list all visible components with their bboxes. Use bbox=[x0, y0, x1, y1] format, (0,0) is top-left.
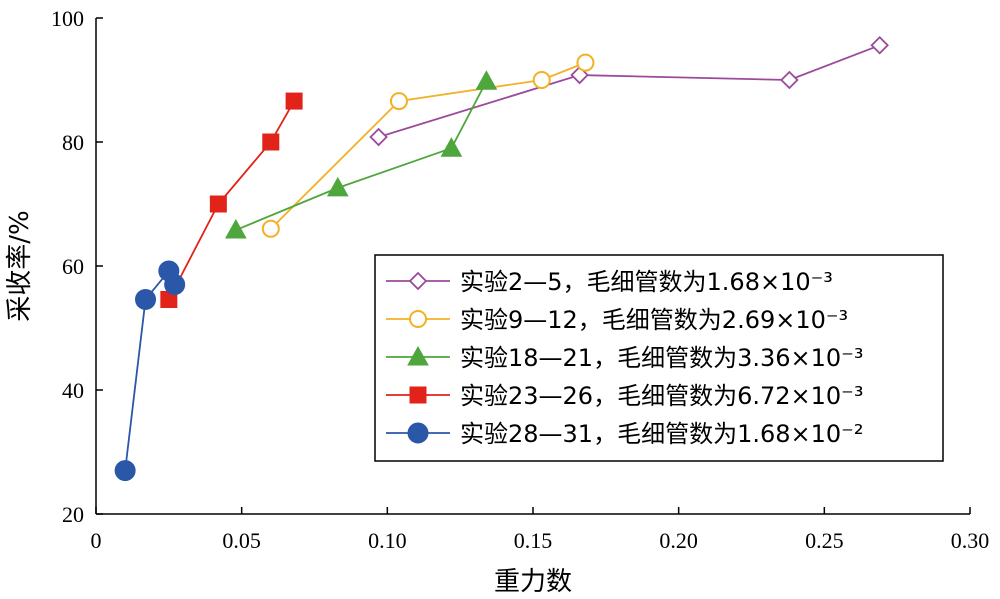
data-point bbox=[224, 219, 247, 239]
legend-marker bbox=[409, 386, 427, 404]
data-point bbox=[285, 92, 303, 110]
data-point bbox=[870, 36, 889, 55]
legend-label: 实验28—31，毛细管数为1.68×10⁻² bbox=[460, 420, 863, 448]
data-point bbox=[114, 460, 136, 482]
data-point bbox=[326, 176, 349, 197]
y-tick-label: 100 bbox=[51, 6, 84, 31]
x-tick-label: 0.30 bbox=[951, 528, 990, 553]
y-ticks: 20 40 60 80 100 bbox=[51, 6, 103, 527]
series-1 bbox=[369, 36, 889, 147]
data-point bbox=[262, 133, 280, 151]
x-ticks: 0 0.05 0.10 0.15 0.20 0.25 0.30 bbox=[91, 507, 990, 553]
y-tick-label: 40 bbox=[62, 378, 84, 403]
series-line bbox=[270, 61, 586, 230]
y-axis-label: 采收率/% bbox=[5, 210, 35, 321]
legend-label: 实验9—12，毛细管数为2.69×10⁻³ bbox=[460, 306, 848, 334]
legend: 实验2—5，毛细管数为1.68×10⁻³ 实验9—12，毛细管数为2.69×10⁻… bbox=[374, 254, 944, 462]
series-2 bbox=[261, 53, 595, 238]
data-point bbox=[440, 137, 463, 157]
data-point bbox=[389, 92, 408, 111]
data-point bbox=[164, 274, 186, 296]
data-point bbox=[532, 71, 551, 89]
legend-label: 实验18—21，毛细管数为3.36×10⁻³ bbox=[460, 344, 863, 372]
data-point bbox=[576, 53, 595, 72]
legend-marker bbox=[407, 345, 429, 366]
data-point bbox=[475, 70, 498, 90]
data-point bbox=[780, 70, 799, 90]
x-tick-label: 0.10 bbox=[368, 528, 407, 553]
legend-marker bbox=[409, 310, 427, 328]
data-point bbox=[369, 127, 388, 147]
legend-item: 实验28—31，毛细管数为1.68×10⁻² bbox=[386, 420, 863, 448]
legend-label: 实验2—5，毛细管数为1.68×10⁻³ bbox=[460, 268, 833, 296]
series-layer bbox=[114, 36, 889, 482]
legend-marker bbox=[408, 271, 428, 291]
legend-item: 实验18—21，毛细管数为3.36×10⁻³ bbox=[386, 344, 863, 372]
series-line bbox=[168, 100, 295, 300]
data-point bbox=[261, 219, 280, 238]
series-line bbox=[378, 44, 881, 138]
x-tick-label: 0 bbox=[91, 528, 102, 553]
series-3 bbox=[224, 70, 498, 239]
legend-marker bbox=[407, 422, 429, 444]
legend-item: 实验23—26，毛细管数为6.72×10⁻³ bbox=[386, 382, 863, 410]
legend-item: 实验9—12，毛细管数为2.69×10⁻³ bbox=[386, 306, 848, 334]
series-line bbox=[235, 80, 488, 231]
x-axis-label: 重力数 bbox=[494, 567, 572, 597]
legend-box bbox=[374, 254, 944, 462]
series-4 bbox=[160, 92, 303, 308]
x-tick-label: 0.05 bbox=[222, 528, 261, 553]
legend-item: 实验2—5，毛细管数为1.68×10⁻³ bbox=[386, 268, 833, 296]
legend-label: 实验23—26，毛细管数为6.72×10⁻³ bbox=[460, 382, 863, 410]
series-5 bbox=[114, 260, 186, 482]
y-tick-label: 60 bbox=[62, 254, 84, 279]
y-tick-label: 20 bbox=[62, 502, 84, 527]
data-point bbox=[209, 195, 227, 213]
data-point bbox=[135, 288, 157, 310]
x-tick-label: 0.15 bbox=[514, 528, 553, 553]
y-tick-label: 80 bbox=[62, 130, 84, 155]
x-tick-label: 0.25 bbox=[805, 528, 844, 553]
x-tick-label: 0.20 bbox=[659, 528, 698, 553]
